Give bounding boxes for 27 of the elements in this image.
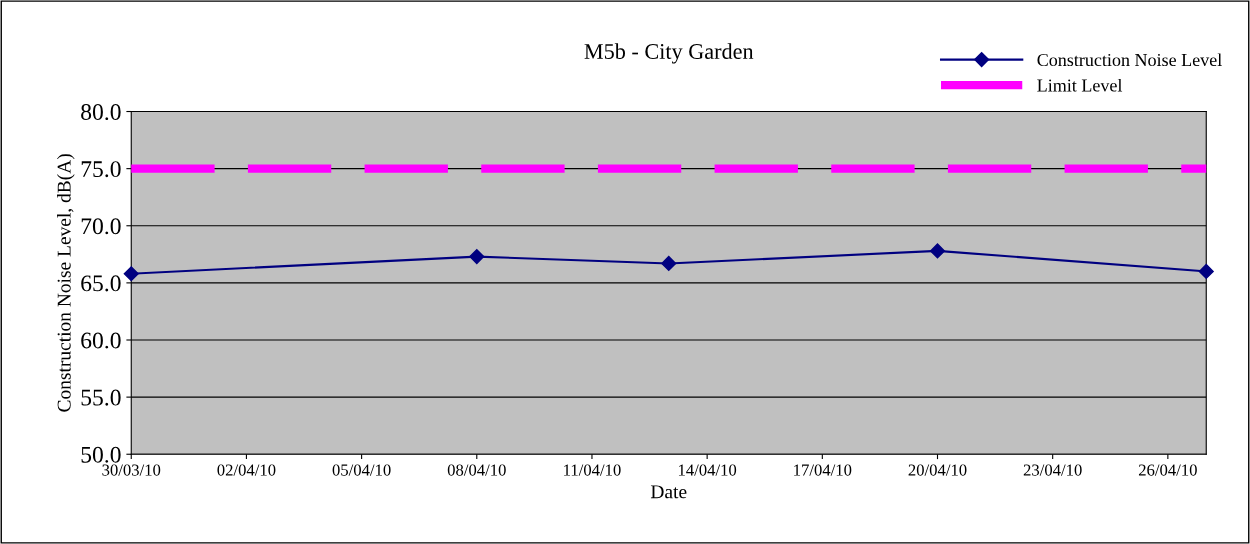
x-tick-label: 20/04/10 — [908, 464, 967, 476]
point — [661, 255, 677, 272]
x-tick-label: 11/04/10 — [564, 464, 621, 476]
x-tick-label: 17/04/10 — [794, 464, 852, 476]
y-tick-label: 75.0 — [81, 161, 121, 178]
point — [469, 249, 485, 265]
y-tick-label: 80.0 — [81, 104, 121, 121]
x-tick-label: 02/04/10 — [217, 464, 276, 476]
y-axis-title: Construction Noise Level, dB(A) — [57, 154, 75, 412]
point — [123, 266, 139, 282]
legend-label: Construction Noise Level — [1037, 53, 1222, 67]
x-tick-label: 30/03/10 — [102, 464, 161, 476]
y-tick-label: 50.0 — [81, 446, 121, 463]
y-tick-label: 55.0 — [81, 389, 121, 406]
x-tick-label: 08/04/10 — [447, 464, 506, 476]
legend-label: Limit Level — [1037, 78, 1123, 92]
x-axis-title: Date — [650, 485, 687, 499]
point — [929, 243, 946, 259]
y-tick-label: 65.0 — [81, 275, 121, 292]
y-tick-label: 60.0 — [81, 332, 121, 349]
x-tick-label: 14/04/10 — [678, 464, 737, 476]
x-tick-label: 26/04/10 — [1138, 464, 1197, 476]
x-tick-label: 23/04/10 — [1023, 464, 1082, 476]
chart-title: M5b - City Garden — [584, 43, 754, 64]
y-tick-label: 70.0 — [81, 218, 121, 235]
point — [1198, 263, 1214, 280]
x-tick-label: 05/04/10 — [332, 464, 391, 476]
